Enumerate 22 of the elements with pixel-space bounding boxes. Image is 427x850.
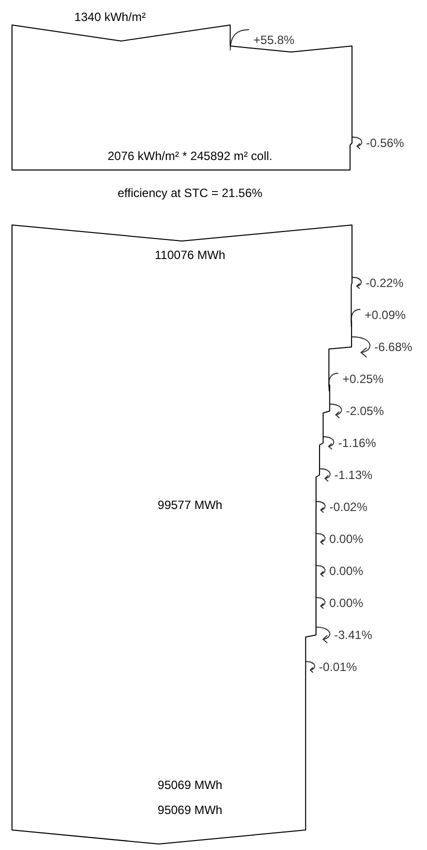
- data-label: -1.13%: [334, 468, 373, 482]
- data-label: -3.41%: [334, 628, 372, 642]
- data-label: 0.00%: [329, 564, 364, 578]
- data-label: -1.16%: [338, 436, 376, 450]
- data-label: +0.09%: [364, 308, 406, 322]
- data-label: 0.00%: [329, 532, 364, 546]
- data-label: -6.68%: [374, 340, 413, 354]
- text: 95069 MWh: [158, 778, 222, 792]
- data-label: -0.56%: [366, 136, 404, 150]
- text: 1340 kWh/m²: [74, 10, 146, 24]
- data-label: -2.05%: [346, 404, 384, 418]
- data-label: -0.01%: [318, 660, 358, 674]
- data-label: -0.02%: [329, 500, 368, 514]
- text: 2076 kWh/m² * 245892 m² coll.: [108, 149, 272, 163]
- data-label: +55.8%: [253, 33, 295, 47]
- data-label: -0.22%: [366, 276, 404, 290]
- text: 110076 MWh: [154, 248, 226, 262]
- text: 95069 MWh: [158, 803, 222, 817]
- text: efficiency at STC = 21.56%: [118, 186, 263, 200]
- data-label: 0.00%: [329, 596, 364, 610]
- text: 99577 MWh: [158, 498, 222, 512]
- data-label: +0.25%: [342, 372, 384, 386]
